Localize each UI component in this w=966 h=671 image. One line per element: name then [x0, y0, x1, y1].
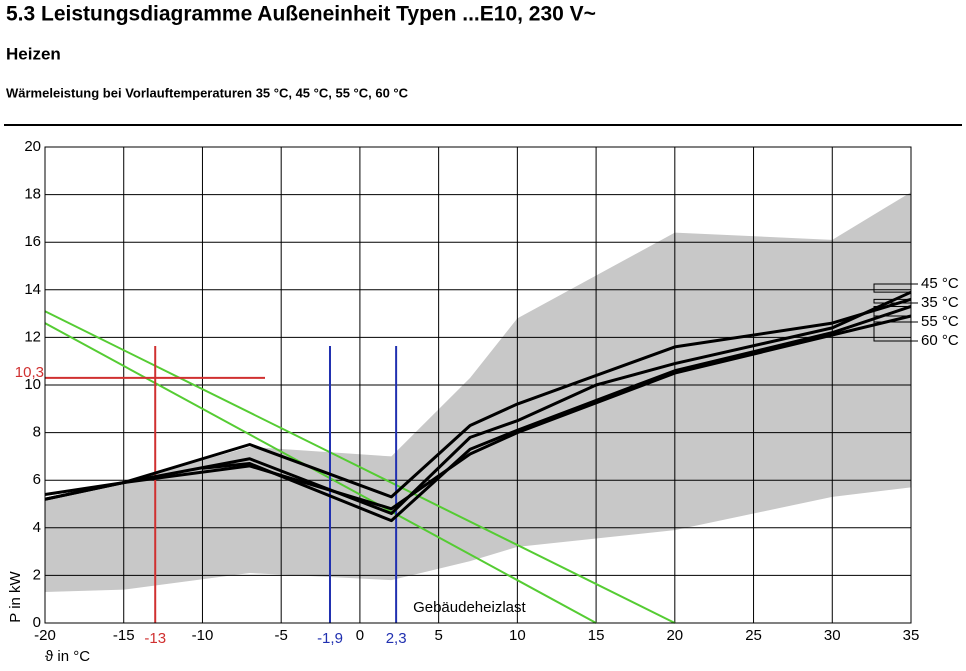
y-tick-label: 16	[24, 233, 41, 250]
x-tick-label: 20	[666, 627, 683, 644]
series-line	[44, 297, 912, 501]
legend-label: 55 °C	[921, 313, 959, 330]
y-tick-label: 18	[24, 186, 41, 203]
x-tick-label: 10	[509, 627, 526, 644]
heat-load-line	[44, 322, 597, 624]
y-axis-label: P in kW	[7, 570, 24, 622]
heat-load-label: Gebäudeheizlast	[413, 599, 526, 616]
y-tick-label: 14	[24, 281, 41, 298]
y-tick-label: 12	[24, 328, 41, 345]
legend-label: 45 °C	[921, 275, 959, 292]
x-tick-label: 5	[434, 627, 442, 644]
y-tick-label: 8	[33, 424, 41, 441]
plot-frame	[44, 146, 912, 624]
reference-label: 2,3	[386, 630, 407, 647]
x-tick-label: 15	[588, 627, 605, 644]
x-axis-label: ϑ in °C	[45, 648, 90, 665]
legend-label: 35 °C	[921, 294, 959, 311]
reference-label: 10,3	[15, 364, 44, 381]
subtitle: Heizen	[6, 44, 61, 63]
y-tick-label: 10	[24, 376, 41, 393]
legend-label: 60 °C	[921, 332, 959, 349]
reference-label: -1,9	[317, 630, 343, 647]
operating-range	[45, 192, 911, 593]
x-tick-label: -15	[113, 627, 135, 644]
x-tick-label: 35	[903, 627, 920, 644]
x-tick-label: 25	[745, 627, 762, 644]
reference-label: -13	[144, 630, 166, 647]
x-tick-label: 30	[824, 627, 841, 644]
y-tick-label: 0	[33, 614, 41, 631]
x-tick-label: -20	[34, 627, 56, 644]
legend-leader	[873, 283, 918, 293]
y-tick-label: 6	[33, 471, 41, 488]
x-tick-label: -10	[192, 627, 214, 644]
legend-leader	[873, 305, 918, 323]
legend-leader	[873, 298, 918, 304]
series-line	[44, 290, 912, 516]
heat-load-line	[44, 310, 676, 624]
y-tick-label: 4	[33, 519, 41, 536]
x-tick-label: -5	[275, 627, 288, 644]
caption: Wärmeleistung bei Vorlauftemperaturen 35…	[6, 85, 409, 100]
y-tick-label: 20	[24, 138, 41, 155]
x-tick-label: 0	[356, 627, 364, 644]
legend-leader	[873, 315, 918, 342]
y-tick-label: 2	[33, 566, 41, 583]
title: 5.3 Leistungsdiagramme Außeneinheit Type…	[6, 3, 596, 26]
series-line	[44, 314, 912, 511]
